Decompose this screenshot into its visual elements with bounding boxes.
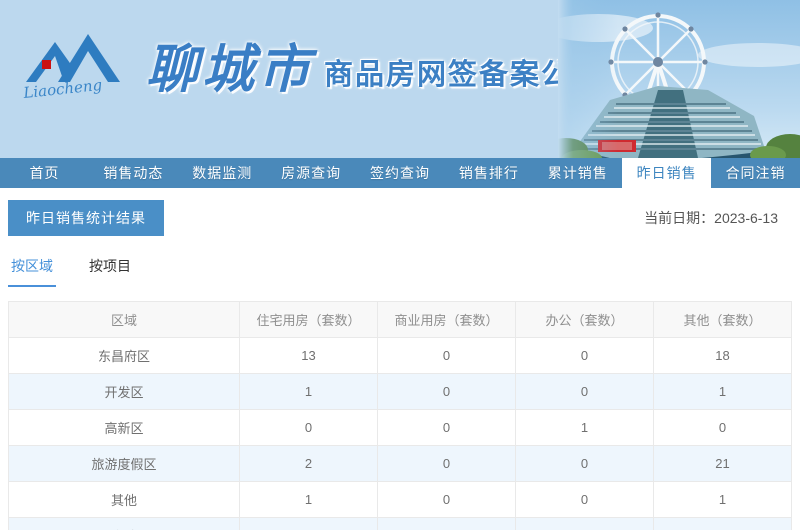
brand-city-name: 聊城市 xyxy=(146,39,315,100)
brand-site-title: 商品房网签备案公示 xyxy=(324,59,604,91)
tab-by-project[interactable]: 按项目 xyxy=(89,258,131,274)
region-cell: 旅游度假区 xyxy=(8,445,240,482)
tab-by-region[interactable]: 按区域 xyxy=(8,256,56,287)
nav-item-home[interactable]: 首页 xyxy=(29,165,60,181)
nav-item-listing-query[interactable]: 房源查询 xyxy=(281,165,342,181)
current-date-label: 当前日期：2023-6-13 xyxy=(644,210,778,226)
table-row: 其他 1 0 0 1 xyxy=(8,481,793,518)
region-cell: 合计 xyxy=(8,517,240,530)
col-header-residential: 住宅用房（套数） xyxy=(238,301,378,338)
main-content: 昨日销售统计结果 当前日期：2023-6-13 按区域 按项目 区域 住宅用房（… xyxy=(0,188,800,530)
nav-item-contract-cancellation[interactable]: 合同注销 xyxy=(725,165,786,181)
region-cell: 其他 xyxy=(8,481,240,518)
region-cell: 开发区 xyxy=(8,373,240,410)
nav-item-contract-query[interactable]: 签约查询 xyxy=(370,165,430,181)
table-row-total: 合计 17 0 1 41 xyxy=(8,517,793,530)
table-header-row: 区域 住宅用房（套数） 商业用房（套数） 办公（套数） 其他（套数） xyxy=(8,301,793,338)
col-header-other: 其他（套数） xyxy=(652,301,793,338)
view-tabs: 按区域 按项目 xyxy=(8,256,792,287)
main-nav: 首页 销售动态 数据监测 房源查询 签约查询 销售排行 累计销售 昨日销售 合同… xyxy=(0,158,800,188)
section-title: 昨日销售统计结果 xyxy=(8,200,164,236)
table-row: 高新区 0 0 1 0 xyxy=(8,409,793,446)
region-cell: 东昌府区 xyxy=(8,337,240,374)
mountain-m-logo-icon: Liaocheng xyxy=(22,34,120,102)
nav-item-sales-ranking[interactable]: 销售排行 xyxy=(458,165,519,181)
col-header-office: 办公（套数） xyxy=(514,301,654,338)
table-row: 旅游度假区 2 0 0 21 xyxy=(8,445,793,482)
nav-item-sales-dynamics[interactable]: 销售动态 xyxy=(103,165,164,181)
region-cell: 高新区 xyxy=(8,409,240,446)
nav-item-cumulative-sales[interactable]: 累计销售 xyxy=(547,165,608,181)
ferris-wheel-building-photo xyxy=(558,0,800,158)
table-row: 东昌府区 13 0 0 18 xyxy=(8,337,793,374)
sales-statistics-table: 区域 住宅用房（套数） 商业用房（套数） 办公（套数） 其他（套数） 东昌府区 … xyxy=(8,301,793,530)
col-header-region: 区域 xyxy=(8,301,240,338)
site-header: Liaocheng 聊城市 商品房网签备案公示 xyxy=(0,0,800,158)
col-header-commercial: 商业用房（套数） xyxy=(376,301,516,338)
nav-item-yesterday-sales[interactable]: 昨日销售 xyxy=(622,158,712,188)
liaocheng-logo: Liaocheng xyxy=(22,26,140,104)
nav-item-data-monitoring[interactable]: 数据监测 xyxy=(192,165,253,181)
table-row: 开发区 1 0 0 1 xyxy=(8,373,793,410)
site-brand: Liaocheng 聊城市 商品房网签备案公示 xyxy=(22,26,603,104)
